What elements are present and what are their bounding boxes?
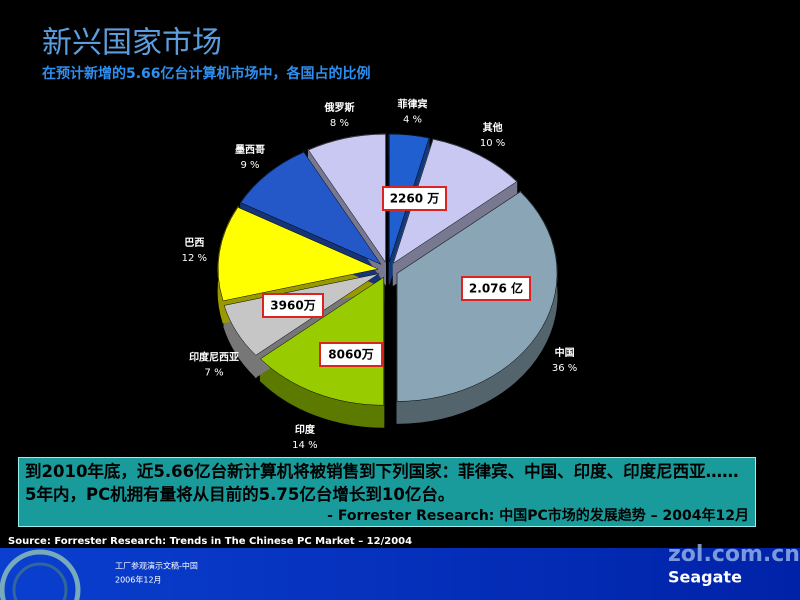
pie-slice <box>217 207 379 302</box>
slice-label: 印度 <box>295 423 316 436</box>
callout-box <box>262 293 324 318</box>
footer-ring <box>12 562 68 600</box>
slice-label: 印度尼西亚 <box>189 351 239 364</box>
pie-slice <box>392 138 518 264</box>
slice-value-label: 4 % <box>403 114 422 125</box>
slice-label: 菲律宾 <box>397 97 427 110</box>
slice-label: 墨西哥 <box>235 144 265 156</box>
source: Source: Forrester Research: Trends in Th… <box>8 536 412 547</box>
pie-slice <box>240 151 382 265</box>
callout-box <box>461 276 531 301</box>
note-attribution: - Forrester Research: 中国PC市场的发展趋势 – 2004… <box>327 508 749 524</box>
slice-value-label: 36 % <box>552 363 577 374</box>
chart-subtitle: 在预计新增的5.66亿台计算机市场中，各国占的比例 <box>42 65 371 82</box>
slice-value-label: 7 % <box>205 368 224 379</box>
footer-ring <box>0 549 81 600</box>
pie-slice <box>308 134 386 264</box>
slice-label: 中国 <box>555 346 575 359</box>
callout-text: 2.076 亿 <box>469 281 523 296</box>
callout-box <box>382 186 447 211</box>
pie-slice <box>260 276 384 406</box>
slice-value-label: 12 % <box>182 253 207 264</box>
footer-text: 2006年12月 <box>115 575 162 585</box>
slice-value-label: 9 % <box>240 160 259 171</box>
callout-text: 2260 万 <box>390 192 440 206</box>
footer-text: 工厂参观演示文稿-中国 <box>115 561 198 571</box>
slice-value-label: 8 % <box>330 118 349 129</box>
callout-text: 3960万 <box>270 299 315 313</box>
watermark: zol.com.cn <box>668 542 800 567</box>
note-text: 到2010年底，近5.66亿台新计算机将被销售到下列国家：菲律宾、中国、印度、印… <box>25 462 739 504</box>
slice-label: 俄罗斯 <box>323 101 354 114</box>
logo: Seagate <box>668 568 742 587</box>
chart-title: 新兴国家市场 <box>42 26 222 61</box>
footer-band <box>0 548 800 600</box>
callout-box <box>319 342 383 367</box>
slice-label: 其他 <box>483 121 503 134</box>
slice-label: 巴西 <box>184 237 204 249</box>
slice-value-label: 10 % <box>480 138 505 149</box>
callout-text: 8060万 <box>328 348 373 362</box>
slice-value-label: 14 % <box>292 440 317 451</box>
note-box: 到2010年底，近5.66亿台新计算机将被销售到下列国家：菲律宾、中国、印度、印… <box>18 457 756 527</box>
pie-tops <box>217 133 558 406</box>
